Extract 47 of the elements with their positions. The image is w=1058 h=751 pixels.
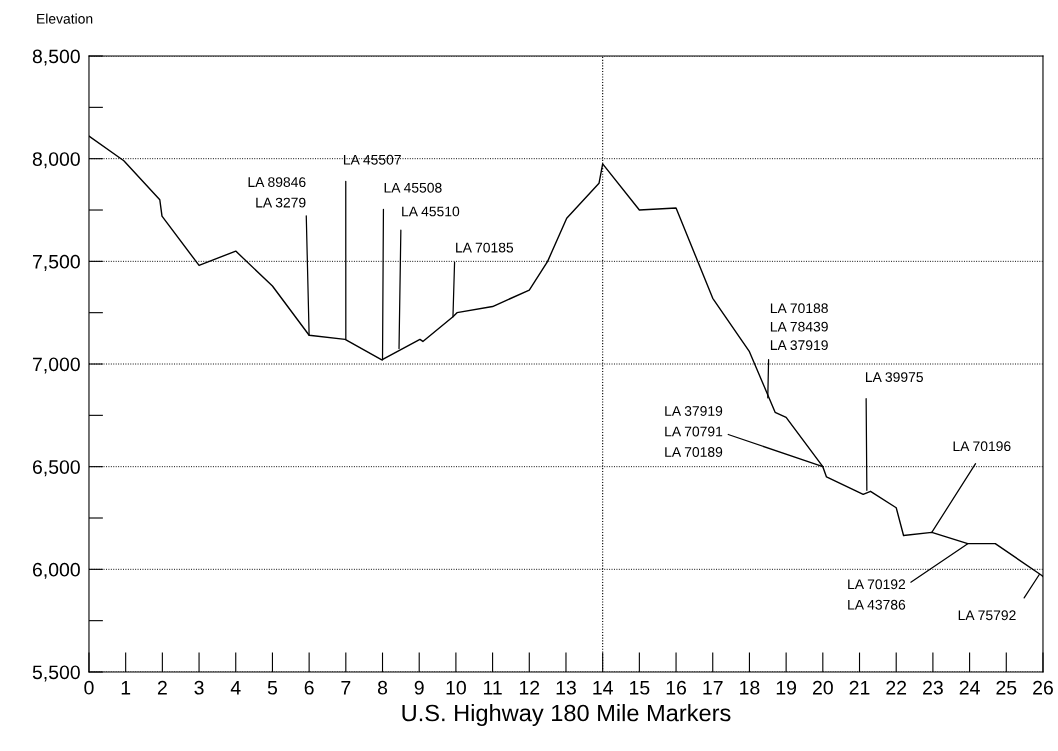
y-tick-label: 6,500 — [32, 460, 80, 477]
x-tick-label: 7 — [341, 681, 351, 695]
y-tick-label: 8,500 — [32, 49, 80, 66]
x-tick-label: 26 — [1033, 680, 1053, 695]
x-tick-label: 20 — [812, 680, 833, 695]
x-tick-label: 2 — [157, 680, 167, 695]
x-tick-label: 21 — [849, 680, 870, 695]
x-tick-label: 18 — [740, 680, 760, 695]
annotation: LA 70196 — [953, 441, 1011, 452]
x-tick-label: 12 — [519, 680, 540, 695]
x-tick-label: 5 — [267, 681, 278, 695]
x-tick-label: 19 — [776, 680, 797, 695]
annotation: LA 45507 — [343, 154, 401, 165]
annotation: LA 70185 — [456, 242, 514, 253]
x-axis-title: U.S. Highway 180 Mile Markers — [402, 704, 731, 727]
x-tick-label: 10 — [446, 680, 466, 695]
x-tick-label: 13 — [556, 680, 576, 695]
x-tick-label: 23 — [923, 680, 943, 695]
x-tick-label: 1 — [121, 681, 131, 695]
annotation: LA 45510 — [402, 206, 460, 217]
x-tick-label: 3 — [194, 680, 204, 695]
annotation: LA 45508 — [384, 182, 442, 193]
y-tick-label: 8,000 — [32, 152, 80, 169]
annotation: LA 37919 LA 70791 LA 70189 — [665, 406, 723, 457]
x-tick-label: 14 — [593, 681, 613, 695]
x-tick-label: 15 — [630, 681, 650, 695]
y-tick-label: 6,000 — [32, 562, 80, 579]
annotation: LA 89846 LA 3279 — [248, 177, 306, 208]
x-tick-label: 24 — [959, 680, 980, 695]
x-tick-label: 17 — [703, 681, 723, 695]
x-tick-label: 22 — [886, 680, 907, 695]
x-tick-label: 11 — [483, 681, 502, 695]
x-tick-label: 6 — [304, 680, 314, 695]
x-tick-label: 16 — [666, 680, 687, 695]
y-tick-label: 5,500 — [32, 665, 80, 682]
x-tick-label: 9 — [414, 680, 424, 695]
annotation: LA 39975 — [865, 372, 923, 383]
annotation: LA 70192 LA 43786 — [848, 579, 906, 610]
annotation: LA 70188 LA 78439 LA 37919 — [770, 303, 828, 351]
x-tick-label: 4 — [230, 681, 241, 695]
y-tick-label: 7,000 — [32, 357, 80, 374]
y-tick-label: 7,500 — [32, 254, 80, 271]
x-tick-label: 0 — [84, 680, 94, 695]
x-tick-label: 25 — [996, 680, 1017, 695]
y-axis-title: Elevation — [37, 13, 93, 24]
annotation: LA 75792 — [958, 610, 1016, 621]
x-tick-label: 8 — [377, 680, 388, 695]
